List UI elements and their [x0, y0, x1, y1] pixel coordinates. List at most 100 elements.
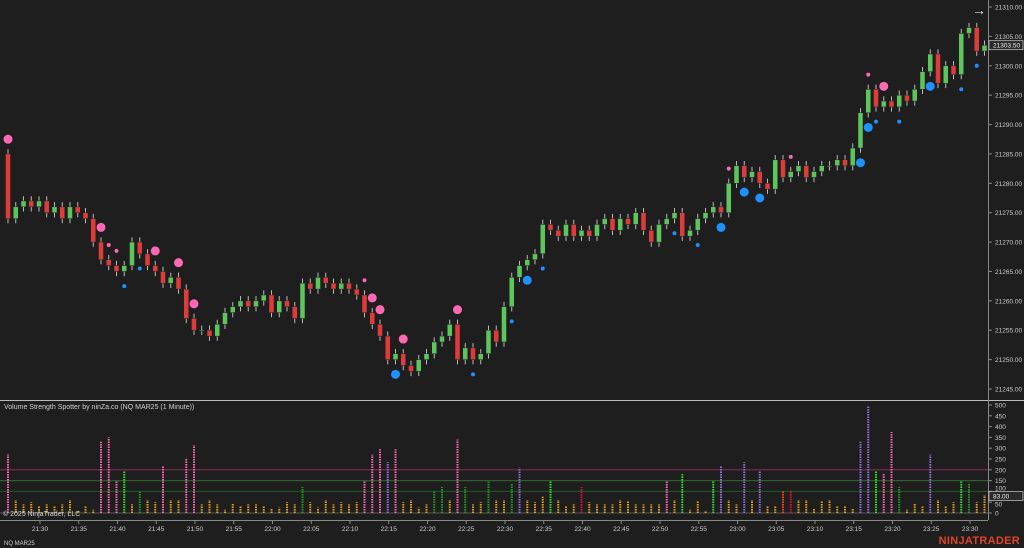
- bear-candle: [75, 206, 81, 213]
- price-tick-label: 21305.00: [995, 34, 1022, 41]
- bull-signal-dot: [863, 122, 873, 132]
- bull-candle: [199, 329, 205, 332]
- bull-candle: [702, 212, 709, 219]
- volume-tick-label: 500: [995, 403, 1006, 410]
- time-tick-label: 22:20: [419, 526, 436, 533]
- bull-candle: [439, 335, 445, 343]
- bull-candle: [881, 100, 887, 108]
- bull-candle: [20, 200, 27, 208]
- bull-candle: [338, 282, 344, 290]
- bull-candle: [687, 230, 693, 237]
- bull-candle: [594, 224, 600, 237]
- bull-candle: [912, 89, 918, 102]
- time-tick-label: 23:05: [768, 526, 785, 533]
- volume-tick-label: 450: [995, 413, 1006, 420]
- bull-candle: [392, 353, 399, 360]
- bear-candle: [346, 282, 352, 290]
- bull-candle: [966, 27, 972, 34]
- bear-candle: [842, 159, 848, 166]
- bear-candle: [547, 224, 554, 231]
- bull-candle: [733, 165, 740, 184]
- bear-candle: [873, 89, 879, 108]
- time-tick-label: 21:55: [226, 526, 243, 533]
- bear-candle: [330, 282, 337, 290]
- bull-candle: [958, 33, 964, 75]
- time-tick-label: 22:25: [458, 526, 475, 533]
- bull-candle: [834, 159, 840, 166]
- bull-candle: [261, 294, 267, 302]
- bull-candle: [524, 259, 530, 266]
- bear-candle: [625, 218, 631, 225]
- bull-signal-dot: [897, 119, 902, 124]
- time-tick-label: 22:30: [497, 526, 514, 533]
- bear-candle: [152, 265, 158, 272]
- bear-signal-dot: [114, 248, 119, 253]
- bull-signal-dot: [122, 284, 127, 289]
- bear-candle: [44, 200, 50, 213]
- time-tick-label: 22:50: [652, 526, 669, 533]
- time-tick-label: 21:40: [109, 526, 126, 533]
- bull-candle: [811, 171, 817, 178]
- time-tick-label: 22:40: [574, 526, 591, 533]
- current-price-label-box: [988, 40, 1024, 51]
- bull-candle: [51, 206, 58, 213]
- price-tick-label: 21265.00: [995, 269, 1022, 276]
- bear-candle: [268, 294, 275, 313]
- bull-signal-dot: [974, 63, 979, 68]
- bull-signal-dot: [925, 81, 935, 91]
- bear-signal-dot: [3, 134, 13, 144]
- bear-signal-dot: [398, 334, 408, 344]
- bull-candle: [857, 112, 864, 149]
- bear-candle: [586, 230, 592, 237]
- instrument-label: NQ MAR25: [4, 541, 35, 547]
- bear-candle: [950, 65, 957, 75]
- bull-candle: [230, 306, 236, 313]
- price-tick-label: 21245.00: [995, 387, 1022, 394]
- bull-candle: [788, 171, 794, 178]
- time-tick-label: 23:15: [846, 526, 863, 533]
- price-tick-label: 21280.00: [995, 181, 1022, 188]
- bull-signal-dot: [695, 243, 700, 248]
- bear-candle: [113, 265, 120, 272]
- bull-candle: [253, 300, 259, 307]
- bear-candle: [764, 183, 771, 190]
- bear-signal-dot: [150, 246, 160, 256]
- ninjatrader-logo: NINJATRADER: [938, 535, 1020, 547]
- bull-candle: [36, 200, 42, 208]
- bear-candle: [82, 212, 89, 219]
- bear-candle: [292, 306, 298, 319]
- bull-signal-dot: [540, 266, 545, 271]
- arrow-right-icon[interactable]: →: [972, 2, 986, 18]
- bull-candle: [237, 300, 244, 307]
- bull-candle: [516, 265, 523, 278]
- bull-signal-dot: [391, 369, 400, 379]
- bull-candle: [578, 230, 585, 237]
- bear-signal-dot: [106, 243, 111, 248]
- time-tick-label: 21:35: [71, 526, 88, 533]
- volume-tick-label: 300: [995, 446, 1006, 453]
- time-tick-label: 23:10: [807, 526, 824, 533]
- bear-candle: [284, 300, 290, 307]
- bear-candle: [679, 212, 685, 237]
- bull-candle: [485, 329, 492, 354]
- bull-candle: [671, 212, 678, 219]
- bear-candle: [206, 329, 213, 337]
- bull-candle: [222, 312, 228, 325]
- bear-candle: [935, 53, 941, 84]
- copyright-text: © 2025 NinjaTrader, LLC: [3, 511, 81, 518]
- time-tick-label: 21:45: [148, 526, 165, 533]
- bull-candle: [462, 347, 468, 360]
- bull-candle: [726, 183, 732, 213]
- volume-tick-label: 50: [995, 502, 1003, 509]
- bull-signal-dot: [471, 372, 475, 377]
- price-tick-label: 21285.00: [995, 151, 1022, 158]
- bear-candle: [191, 318, 197, 331]
- bull-candle: [423, 353, 430, 360]
- time-tick-label: 22:00: [264, 526, 281, 533]
- bear-candle: [5, 153, 11, 219]
- bear-candle: [974, 27, 980, 52]
- bull-candle: [896, 94, 902, 108]
- current-volume-label-box: [988, 491, 1024, 501]
- bull-candle: [276, 300, 282, 313]
